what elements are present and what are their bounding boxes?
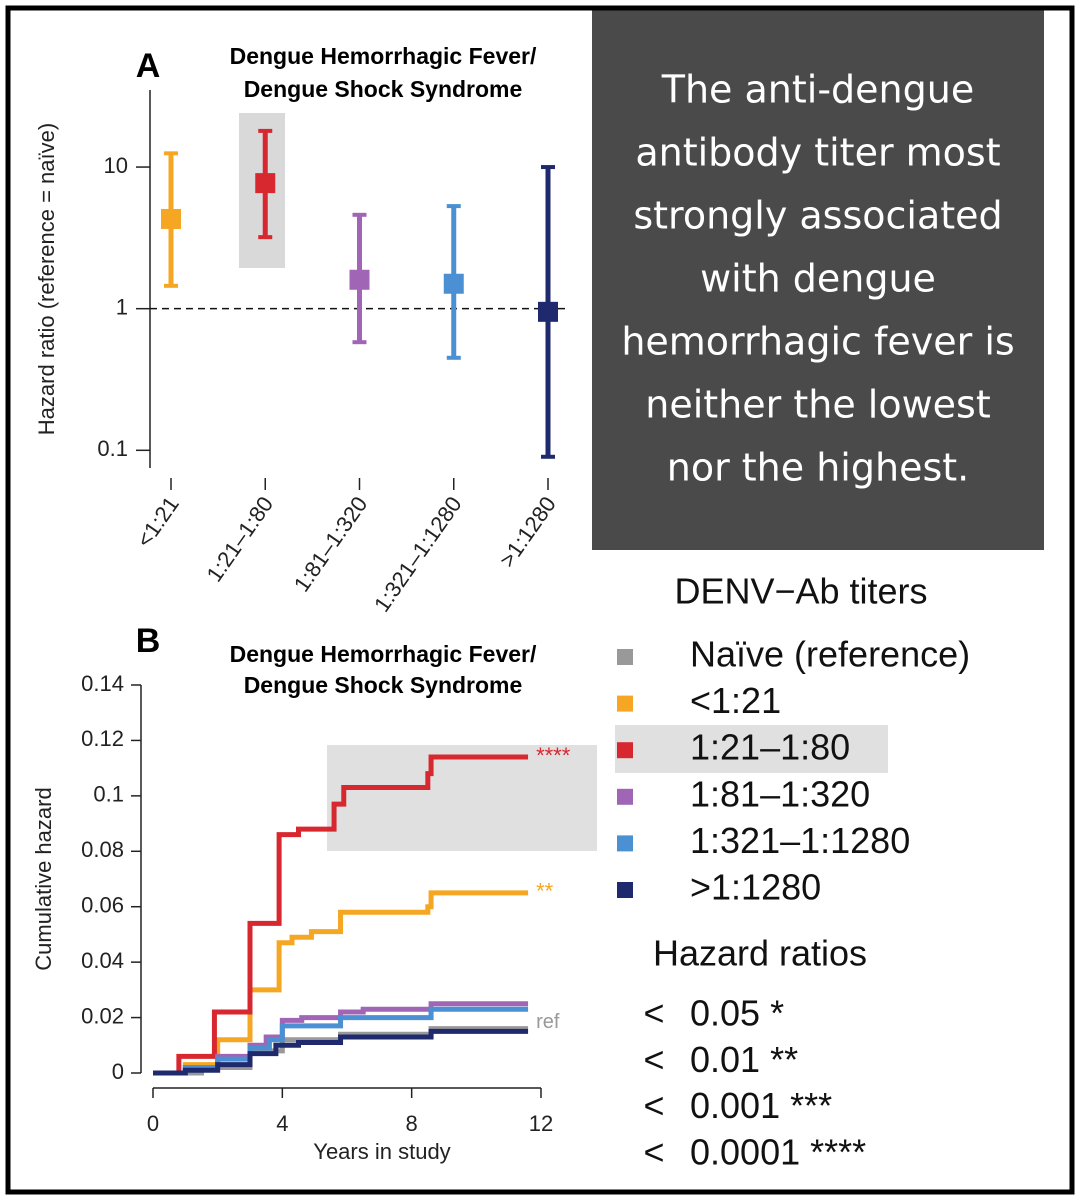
legend-swatch [617,882,633,898]
x-axis-label: Years in study [313,1139,450,1164]
y-axis-label: Cumulative hazard [31,787,56,970]
legend-swatch [617,695,633,712]
legend-swatch [617,835,633,852]
significance-title: Hazard ratios [653,933,867,974]
significance-row: 0.05 * [690,993,784,1034]
legend-title: DENV−Ab titers [674,571,927,612]
callout-line: hemorrhagic fever is [621,320,1014,364]
callout-box [592,8,1044,550]
y-tick-label: 0.14 [81,671,124,696]
y-axis-label: Hazard ratio (reference = naïve) [34,123,59,435]
point [538,301,558,322]
x-tick-label: 8 [406,1111,418,1136]
callout-line: The anti-dengue [661,68,974,112]
chart-title: Dengue Hemorrhagic Fever/ [230,43,537,69]
legend-swatch [617,742,633,759]
callout-line: nor the highest. [667,446,969,490]
chart-title: Dengue Shock Syndrome [244,76,523,102]
y-tick-label: 0.08 [81,837,124,862]
y-tick-label: 0.12 [81,726,124,751]
chart-title: Dengue Hemorrhagic Fever/ [230,641,537,667]
y-tick-label: 0.06 [81,893,124,918]
legend-label: >1:1280 [690,867,821,908]
end-label: ref [536,1011,560,1033]
point [255,173,276,194]
y-tick-label: 0.02 [81,1003,124,1028]
panel-label: B [136,622,161,660]
point [349,269,370,290]
series-line [153,1028,529,1076]
y-tick-label: 10 [104,153,128,178]
significance-row: 0.001 *** [690,1085,832,1126]
legend-label: 1:21–1:80 [690,727,850,768]
significance-symbol: < [643,1085,664,1126]
x-tick-label: 0 [147,1111,159,1136]
highlight-legend [615,725,888,773]
legend-label: 1:321–1:1280 [690,820,910,861]
legend-swatch [617,788,633,805]
legend-label: <1:21 [690,680,781,721]
significance-row: 0.01 ** [690,1039,798,1080]
highlight-b [327,745,597,851]
chart-title: Dengue Shock Syndrome [244,672,523,698]
callout-line: with dengue [700,257,936,301]
callout-line: strongly associated [633,194,1002,238]
y-tick-label: 0.1 [93,782,124,807]
callout-line: antibody titer most [635,131,1000,175]
y-tick-label: 0.04 [81,948,124,973]
significance-symbol: < [643,1039,664,1080]
frame [5,5,1075,1195]
callout-line: neither the lowest [645,383,991,427]
x-tick-label: 12 [529,1111,553,1136]
series-line [153,754,529,1076]
end-label: **** [536,743,571,768]
significance-symbol: < [643,993,664,1034]
legend-label: Naïve (reference) [690,634,970,675]
panel-label: A [136,47,161,85]
series-line [153,1006,529,1076]
x-tick-label: 4 [276,1111,288,1136]
legend-swatch [617,649,633,665]
significance-symbol: < [643,1131,664,1172]
point [443,273,464,294]
y-tick-label: 1 [116,294,128,319]
significance-row: 0.0001 **** [690,1131,866,1172]
end-label: ** [536,879,554,904]
legend-label: 1:81–1:320 [690,773,870,814]
y-tick-label: 0.1 [97,436,128,461]
point [161,208,181,229]
y-tick-label: 0 [112,1059,124,1084]
